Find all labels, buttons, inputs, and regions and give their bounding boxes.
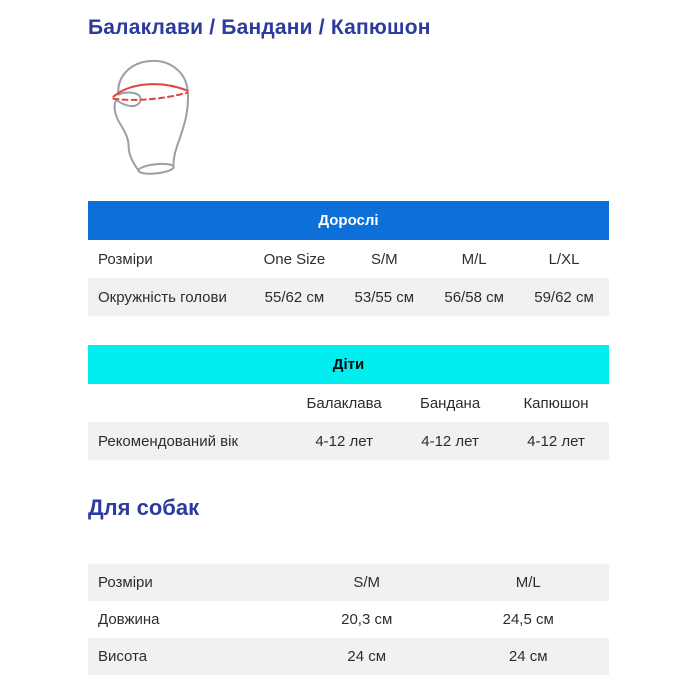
adults-table-header: Дорослі: [88, 201, 609, 240]
value-cell: L/XL: [548, 250, 580, 268]
page-title: Балаклави / Бандани / Капюшон: [88, 16, 431, 39]
value-cell: 24 см: [347, 648, 387, 665]
value-cell: 53/55 см: [354, 288, 415, 306]
value-cell: One Size: [263, 250, 326, 268]
table-row: Рекомендований вік 4-12 лет 4-12 лет 4-1…: [88, 422, 609, 460]
row-label-cell: Окружність голови: [98, 288, 227, 306]
table-row: Висота 24 см 24 см: [88, 638, 609, 675]
value-cell: M/L: [461, 250, 487, 268]
table-row: Довжина 20,3 см 24,5 см: [88, 601, 609, 638]
value-cell: 4-12 лет: [527, 432, 585, 450]
value-cell: 20,3 см: [341, 611, 393, 628]
value-cell: 24,5 см: [502, 611, 554, 628]
row-label-cell: Розміри: [98, 250, 153, 268]
table-row: Розміри S/M M/L: [88, 564, 609, 601]
value-cell: S/M: [370, 250, 398, 268]
column-header-cell: Бандана: [419, 394, 481, 412]
value-cell: 59/62 см: [534, 288, 594, 306]
column-header-cell: Капюшон: [523, 394, 589, 412]
column-header-cell: S/M: [353, 574, 381, 591]
value-cell: 56/58 см: [444, 288, 504, 306]
table-row: Балаклава Бандана Капюшон: [88, 384, 609, 422]
table-row: Розміри One Size S/M M/L L/XL: [88, 240, 609, 278]
value-cell: 4-12 лет: [315, 432, 373, 450]
balaclava-illustration-icon: [96, 52, 208, 182]
value-cell: 55/62 см: [264, 288, 325, 306]
column-header-cell: Балаклава: [306, 394, 382, 412]
row-label-cell: Рекомендований вік: [98, 432, 239, 450]
row-label-cell: Розміри: [98, 574, 153, 591]
kids-size-table: Діти Балаклава Бандана Капюшон Рекомендо…: [88, 345, 609, 460]
dogs-size-table: Розміри S/M M/L Довжина 20,3 см 24,5 см …: [88, 564, 609, 675]
dogs-section-title: Для собак: [88, 495, 200, 520]
row-label-cell: Висота: [98, 648, 148, 665]
value-cell: 4-12 лет: [421, 432, 479, 450]
value-cell: 24 см: [508, 648, 548, 665]
row-label-cell: Довжина: [98, 611, 160, 628]
table-row: Окружність голови 55/62 см 53/55 см 56/5…: [88, 278, 609, 316]
kids-table-header: Діти: [88, 345, 609, 384]
column-header-cell: M/L: [515, 574, 541, 591]
adults-size-table: Дорослі Розміри One Size S/M M/L L/XL Ок…: [88, 201, 609, 316]
